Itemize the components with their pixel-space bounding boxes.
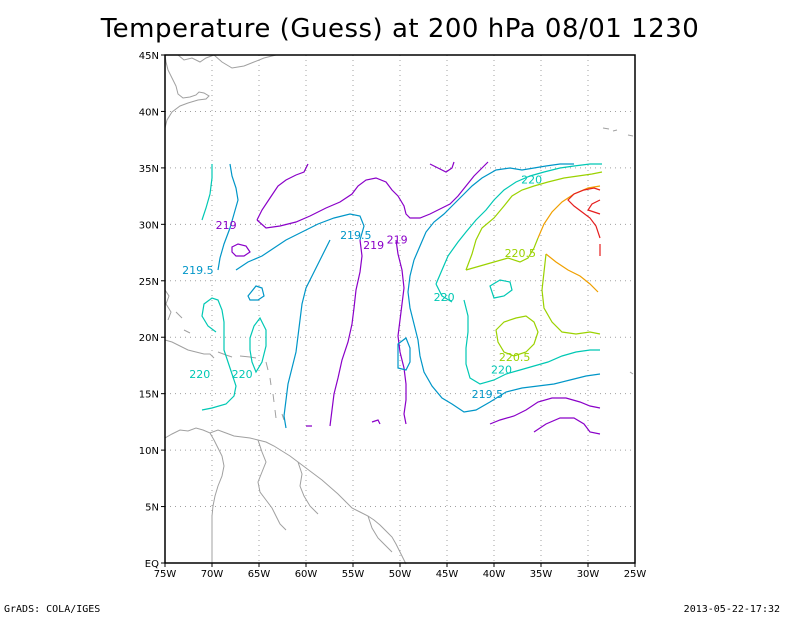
y-tick-label: 10N <box>139 446 159 457</box>
contour-219 <box>329 239 363 427</box>
timestamp: 2013-05-22-17:32 <box>683 604 780 615</box>
coastline <box>164 54 634 565</box>
coastline-guyana-border <box>257 439 287 531</box>
x-tick-label: 55W <box>342 569 365 580</box>
contour-label: 220.5 <box>499 351 531 364</box>
contour-label: 220.5 <box>505 247 537 260</box>
contour-label: 220 <box>232 368 253 381</box>
coastline-lesser-antilles <box>265 361 285 421</box>
y-tick-label: 5N <box>145 503 159 514</box>
contour-219 <box>256 163 309 221</box>
contour-label: 220 <box>434 291 455 304</box>
contour-label: 219 <box>216 219 237 232</box>
coastline-orinoco <box>209 432 225 564</box>
y-tick-label: 15N <box>139 390 159 401</box>
contour-221 <box>537 185 601 239</box>
y-tick-label: EQ <box>145 559 159 570</box>
contour-2195 <box>247 285 265 301</box>
contour-220 <box>435 283 453 303</box>
contour-label: 219.5 <box>472 388 504 401</box>
contour-2215 <box>587 199 601 215</box>
x-tick-label: 35W <box>530 569 553 580</box>
contour-220 <box>201 297 237 411</box>
contour-220 <box>463 299 600 385</box>
map-frame <box>164 54 636 564</box>
contour-2195 <box>235 213 365 271</box>
coastline-cape-verde <box>629 371 634 375</box>
coastline-cuba-hispaniola <box>164 339 233 359</box>
contour-label: 220 <box>189 368 210 381</box>
x-tick-label: 75W <box>154 569 177 580</box>
contour-220 <box>201 164 213 221</box>
x-tick-label: 70W <box>201 569 224 580</box>
y-tick-label: 30N <box>139 220 159 231</box>
x-tick-label: 60W <box>295 569 318 580</box>
coastline-puerto-rico <box>239 355 257 359</box>
x-tick-label: 40W <box>483 569 506 580</box>
x-tick-label: 30W <box>577 569 600 580</box>
temperature-contours <box>201 161 603 435</box>
contour-220 <box>435 163 602 285</box>
coastline-bahamas <box>164 289 191 334</box>
contour-220 <box>489 279 513 299</box>
contour-219 <box>429 161 455 173</box>
coastline-nova-scotia <box>213 54 277 69</box>
contour-2205 <box>465 171 603 271</box>
contour-label: 219 <box>387 234 408 247</box>
x-tick-label: 50W <box>389 569 412 580</box>
y-tick-label: 35N <box>139 164 159 175</box>
contour-label: 220 <box>521 174 542 187</box>
y-tick-label: 25N <box>139 277 159 288</box>
contour-2205 <box>465 237 539 271</box>
contour-219 <box>533 417 601 435</box>
contour-219 <box>231 243 251 257</box>
contour-220 <box>249 316 267 374</box>
grads-credit: GrADS: COLA/IGES <box>4 604 101 615</box>
contour-label: 219 <box>363 239 384 252</box>
contour-2195 <box>217 163 239 271</box>
contour-label: 219.5 <box>182 264 214 277</box>
contour-219 <box>256 161 489 229</box>
x-tick-label: 45W <box>436 569 459 580</box>
contour-219 <box>489 397 601 425</box>
contour-2195 <box>407 259 601 413</box>
x-tick-label: 25W <box>624 569 647 580</box>
coastline-northeast-us <box>164 54 210 129</box>
y-tick-label: 45N <box>139 51 159 62</box>
contour-2215 <box>567 187 601 239</box>
contour-219 <box>306 419 381 427</box>
coastline-amazon-delta <box>367 515 393 553</box>
y-tick-label: 20N <box>139 333 159 344</box>
contour-221 <box>545 253 599 293</box>
plot-title: Temperature (Guess) at 200 hPa 08/01 123… <box>100 14 700 44</box>
coastline-azores <box>602 127 634 137</box>
contour-219 <box>395 239 407 425</box>
y-tick-label: 40N <box>139 107 159 118</box>
contour-2205 <box>541 253 601 335</box>
coastline-suriname-border <box>297 461 319 515</box>
coastline-maritimes <box>177 54 215 63</box>
contour-2195 <box>283 239 331 429</box>
contour-label: 219.5 <box>340 229 372 242</box>
coastline-south-america <box>164 427 407 565</box>
graticule <box>165 55 635 563</box>
axis-ticks: 75W 70W 65W 60W 55W 50W 45W 40W 35W 30W 25W EQ 5N 10N… <box>139 51 647 580</box>
x-tick-label: 65W <box>248 569 271 580</box>
contour-2205 <box>495 315 539 357</box>
contour-label: 220 <box>491 363 512 376</box>
contour-2195 <box>413 163 574 261</box>
contour-2195 <box>397 337 411 371</box>
